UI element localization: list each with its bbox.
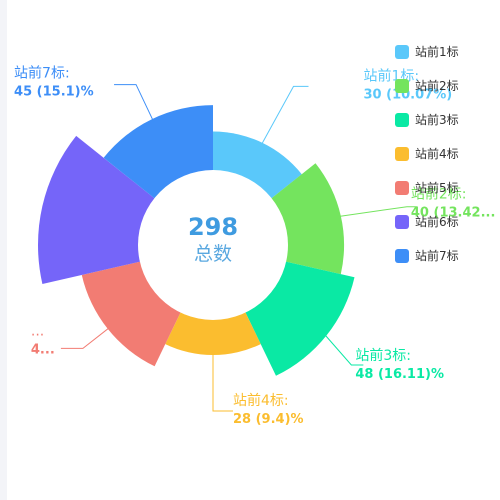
legend-label: 站前3标	[415, 113, 459, 127]
legend-swatch	[395, 181, 409, 195]
slice-label-value-7: 45 (15.1)%	[14, 85, 94, 100]
legend-swatch	[395, 215, 409, 229]
slice-label-name-4: 站前4标:	[233, 392, 289, 409]
leader-line-5	[60, 326, 112, 349]
legend-label: 站前6标	[415, 215, 459, 229]
total-value: 298	[188, 213, 238, 241]
legend-swatch	[395, 79, 409, 93]
legend-swatch	[395, 45, 409, 59]
legend-label: 站前5标	[415, 181, 459, 195]
legend-label: 站前1标	[415, 45, 459, 59]
legend-label: 站前4标	[415, 147, 459, 161]
leader-line-7	[114, 84, 155, 123]
slice-label-value-3: 48 (16.11)%	[355, 367, 444, 382]
center-hole	[138, 170, 288, 320]
slice-label-name-3: 站前3标:	[355, 347, 411, 364]
slice-label-value-5: 4...	[31, 342, 55, 357]
leader-line-1	[260, 85, 309, 147]
leader-line-2	[336, 206, 417, 218]
leader-line-3	[322, 332, 364, 366]
leader-line-4	[212, 351, 233, 412]
slice-label-value-1: 30 (10.07%)	[364, 87, 453, 102]
slice-label-name-1: 站前1标:	[364, 67, 420, 84]
slice-label-name-2: 站前2标:	[411, 186, 467, 203]
total-label: 总数	[194, 243, 232, 265]
legend-swatch	[395, 113, 409, 127]
left-edge-strip	[0, 0, 7, 500]
slice-label-name-7: 站前7标:	[14, 65, 70, 82]
legend-swatch	[395, 147, 409, 161]
slice-label-value-2: 40 (13.42...	[411, 206, 496, 221]
slice-label-value-4: 28 (9.4)%	[233, 412, 304, 427]
legend-label: 站前7标	[415, 249, 459, 263]
legend-swatch	[395, 249, 409, 263]
slice-label-name-5: ...	[31, 323, 44, 339]
legend-label: 站前2标	[415, 79, 459, 93]
